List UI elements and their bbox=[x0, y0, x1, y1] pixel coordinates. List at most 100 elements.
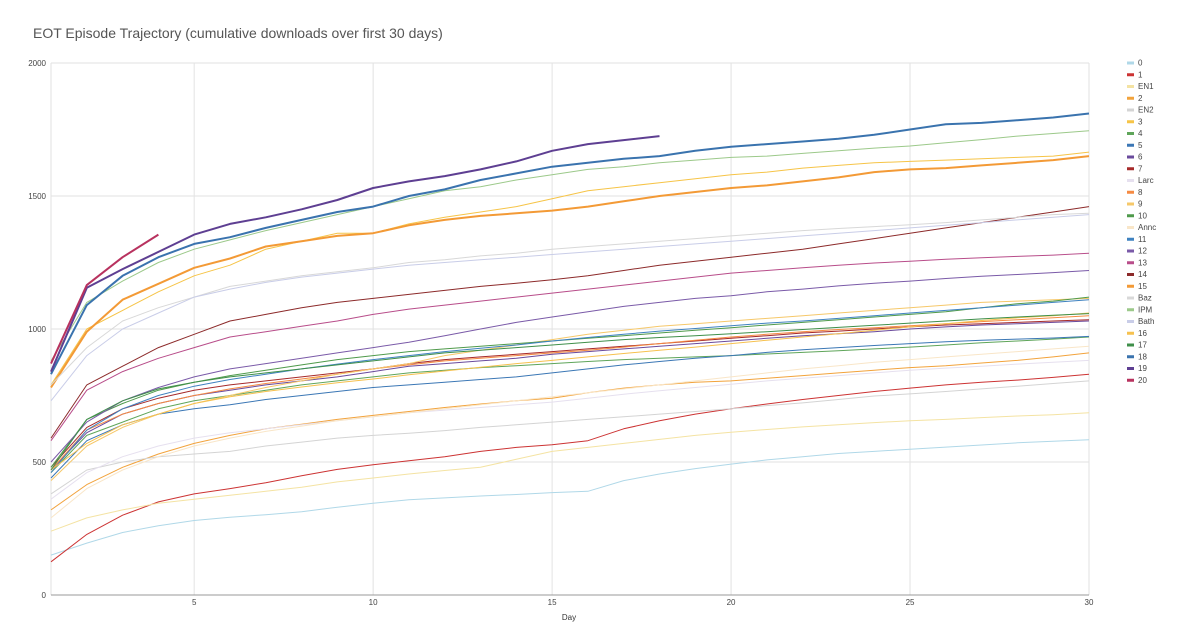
series-line-6 bbox=[50, 320, 1090, 471]
legend-label-Annc: Annc bbox=[1138, 223, 1156, 232]
legend-label-EN2: EN2 bbox=[1138, 106, 1154, 115]
legend-swatch-1 bbox=[1127, 73, 1134, 77]
x-tick-label: 10 bbox=[369, 598, 378, 607]
legend-swatch-Larc bbox=[1127, 179, 1134, 182]
legend-label-19: 19 bbox=[1138, 364, 1147, 373]
legend-label-9: 9 bbox=[1138, 200, 1143, 209]
x-tick-label: 5 bbox=[192, 598, 197, 607]
y-tick-label: 2000 bbox=[28, 59, 46, 68]
series-line-IPM bbox=[50, 130, 1090, 362]
legend-label-14: 14 bbox=[1138, 270, 1147, 279]
legend-label-Bath: Bath bbox=[1138, 317, 1154, 326]
series-line-5 bbox=[50, 335, 1090, 479]
legend-label-1: 1 bbox=[1138, 70, 1143, 79]
series-line-20 bbox=[50, 233, 159, 365]
legend-label-10: 10 bbox=[1138, 211, 1147, 220]
chart-title: EOT Episode Trajectory (cumulative downl… bbox=[33, 25, 443, 41]
legend-label-Baz: Baz bbox=[1138, 294, 1152, 303]
legend-swatch-Annc bbox=[1127, 226, 1134, 229]
legend-swatch-17 bbox=[1127, 343, 1134, 347]
legend-swatch-16 bbox=[1127, 331, 1134, 335]
legend-swatch-13 bbox=[1127, 261, 1134, 265]
series-line-Bath bbox=[50, 214, 1090, 402]
legend-swatch-5 bbox=[1127, 143, 1134, 147]
legend-swatch-3 bbox=[1127, 120, 1134, 124]
legend-swatch-6 bbox=[1127, 155, 1134, 159]
series-line-19 bbox=[50, 135, 660, 372]
legend-label-3: 3 bbox=[1138, 117, 1143, 126]
legend-swatch-20 bbox=[1127, 378, 1134, 382]
series-lines bbox=[50, 112, 1090, 563]
legend-swatch-14 bbox=[1127, 273, 1134, 276]
legend-label-15: 15 bbox=[1138, 282, 1147, 291]
legend-label-6: 6 bbox=[1138, 153, 1143, 162]
legend-label-Larc: Larc bbox=[1138, 176, 1154, 185]
legend-label-0: 0 bbox=[1138, 59, 1143, 68]
legend-swatch-0 bbox=[1127, 61, 1134, 65]
series-line-Annc bbox=[50, 345, 1090, 519]
legend-swatch-Bath bbox=[1127, 320, 1134, 323]
legend-swatch-12 bbox=[1127, 249, 1134, 253]
legend-swatch-18 bbox=[1127, 355, 1134, 359]
legend-label-13: 13 bbox=[1138, 258, 1147, 267]
legend-label-17: 17 bbox=[1138, 341, 1147, 350]
series-line-12 bbox=[50, 270, 1090, 463]
series-line-EN2 bbox=[50, 380, 1090, 495]
legend-label-7: 7 bbox=[1138, 164, 1143, 173]
series-line-4 bbox=[50, 336, 1090, 473]
legend-label-EN1: EN1 bbox=[1138, 82, 1154, 91]
legend-label-4: 4 bbox=[1138, 129, 1143, 138]
grid-lines bbox=[50, 62, 1090, 596]
series-line-13 bbox=[50, 252, 1090, 441]
legend-label-18: 18 bbox=[1138, 352, 1147, 361]
legend-label-2: 2 bbox=[1138, 94, 1143, 103]
legend-label-8: 8 bbox=[1138, 188, 1143, 197]
series-line-15 bbox=[50, 155, 1090, 389]
series-line-2 bbox=[50, 352, 1090, 511]
x-tick-label: 15 bbox=[548, 598, 557, 607]
y-tick-label: 500 bbox=[33, 458, 47, 467]
series-line-3 bbox=[50, 151, 1090, 386]
series-line-EN1 bbox=[50, 412, 1090, 532]
legend-swatch-2 bbox=[1127, 96, 1134, 100]
series-line-0 bbox=[50, 439, 1090, 556]
legend-swatch-9 bbox=[1127, 202, 1134, 206]
legend-label-11: 11 bbox=[1138, 235, 1147, 244]
series-line-9 bbox=[50, 297, 1090, 481]
x-tick-label: 30 bbox=[1085, 598, 1094, 607]
legend-swatch-8 bbox=[1127, 190, 1134, 194]
y-tick-label: 1000 bbox=[28, 325, 46, 334]
legend: 0 1 EN1 2 EN2 3 4 5 6 7 Larc 8 9 10 Annc 11 12 13 14 15 Baz I… bbox=[1127, 59, 1156, 385]
legend-swatch-IPM bbox=[1127, 308, 1134, 312]
legend-swatch-11 bbox=[1127, 237, 1134, 241]
x-tick-label: 20 bbox=[727, 598, 736, 607]
x-axis-title: Day bbox=[562, 613, 576, 622]
series-line-8 bbox=[50, 315, 1090, 471]
legend-swatch-EN1 bbox=[1127, 85, 1134, 88]
axis-ticks: 5 10 15 20 25 30 0 500 1000 1500 2000 bbox=[28, 59, 1094, 607]
series-line-Baz bbox=[50, 212, 1090, 386]
legend-swatch-4 bbox=[1127, 132, 1134, 135]
legend-swatch-Baz bbox=[1127, 296, 1134, 300]
series-line-11 bbox=[50, 299, 1090, 473]
series-line-10 bbox=[50, 296, 1090, 468]
legend-swatch-7 bbox=[1127, 167, 1134, 171]
legend-label-IPM: IPM bbox=[1138, 305, 1153, 314]
y-tick-label: 0 bbox=[42, 591, 47, 600]
legend-label-16: 16 bbox=[1138, 329, 1147, 338]
y-tick-label: 1500 bbox=[28, 192, 46, 201]
series-line-17 bbox=[50, 313, 1090, 471]
legend-swatch-15 bbox=[1127, 284, 1134, 288]
legend-label-12: 12 bbox=[1138, 247, 1147, 256]
legend-swatch-10 bbox=[1127, 214, 1134, 218]
series-line-Larc bbox=[50, 359, 1090, 500]
legend-label-5: 5 bbox=[1138, 141, 1143, 150]
series-line-18 bbox=[50, 112, 1090, 375]
series-line-1 bbox=[50, 373, 1090, 563]
legend-swatch-19 bbox=[1127, 367, 1134, 370]
legend-swatch-EN2 bbox=[1127, 108, 1134, 112]
series-line-14 bbox=[50, 206, 1090, 439]
series-line-16 bbox=[50, 312, 1090, 471]
legend-label-20: 20 bbox=[1138, 376, 1147, 385]
